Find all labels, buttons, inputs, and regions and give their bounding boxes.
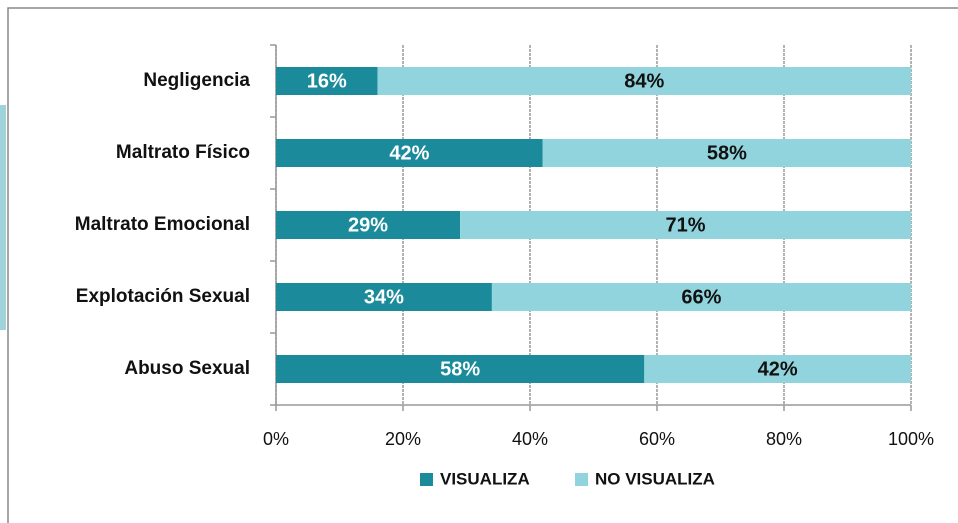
value-label: 84% bbox=[624, 70, 664, 92]
frame bbox=[7, 7, 958, 523]
legend-label: NO VISUALIZA bbox=[595, 469, 715, 488]
category-label: Maltrato Emocional bbox=[75, 214, 250, 235]
bar-segment bbox=[377, 67, 912, 95]
category-label: Negligencia bbox=[143, 70, 250, 91]
bar-segment bbox=[644, 355, 911, 383]
x-tick-label: 100% bbox=[888, 429, 934, 449]
value-label: 58% bbox=[440, 358, 480, 380]
x-tick-label: 0% bbox=[263, 429, 289, 449]
legend-swatch bbox=[575, 473, 588, 486]
x-tick-label: 80% bbox=[766, 429, 802, 449]
value-label: 58% bbox=[707, 142, 747, 164]
side-band bbox=[0, 105, 6, 330]
value-label: 16% bbox=[307, 70, 347, 92]
legend-label: VISUALIZA bbox=[440, 469, 530, 488]
bar-segment bbox=[276, 355, 645, 383]
value-label: 34% bbox=[364, 286, 404, 308]
bar-segment bbox=[491, 283, 911, 311]
value-label: 42% bbox=[758, 358, 798, 380]
category-label: Maltrato Físico bbox=[116, 142, 250, 163]
value-label: 42% bbox=[389, 142, 429, 164]
value-label: 66% bbox=[681, 286, 721, 308]
x-tick-label: 40% bbox=[512, 429, 548, 449]
x-tick-label: 60% bbox=[639, 429, 675, 449]
x-tick-label: 20% bbox=[385, 429, 421, 449]
category-label: Explotación Sexual bbox=[76, 286, 250, 307]
bar-segment bbox=[276, 283, 492, 311]
category-label: Abuso Sexual bbox=[124, 358, 250, 379]
bar-segment bbox=[276, 139, 543, 167]
bar-segment bbox=[460, 211, 911, 239]
bar-segment bbox=[276, 211, 461, 239]
value-label: 71% bbox=[666, 214, 706, 236]
value-label: 29% bbox=[348, 214, 388, 236]
bar-segment bbox=[542, 139, 911, 167]
legend-swatch bbox=[420, 473, 433, 486]
bar-segment bbox=[276, 67, 378, 95]
